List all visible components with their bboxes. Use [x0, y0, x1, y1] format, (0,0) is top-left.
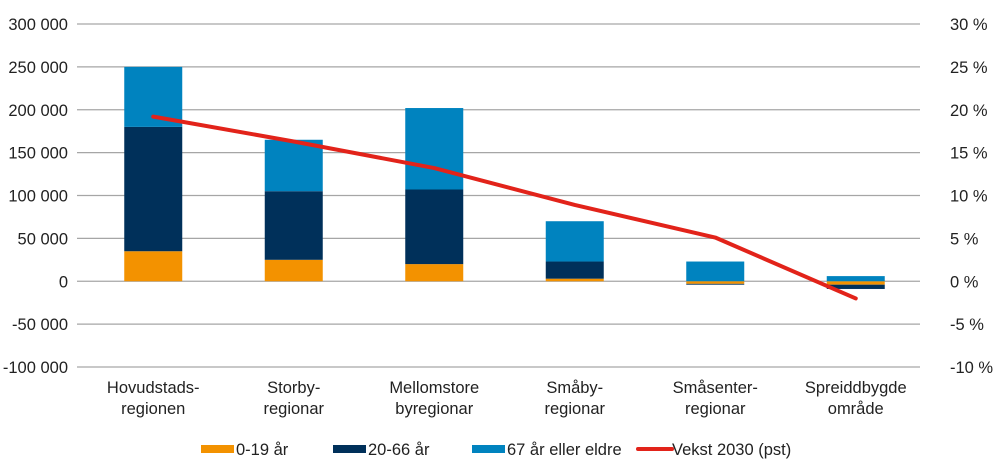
line-series [151, 114, 858, 301]
gridlines [77, 23, 920, 368]
y-tick-label: 200 000 [8, 102, 68, 120]
bar-0-19-r [686, 281, 745, 284]
y2-tick-label: -5 % [950, 316, 984, 334]
bar-20-66-r [264, 191, 323, 260]
x-tick-label: Spreiddbygde område [805, 379, 907, 418]
legend-label: Vekst 2030 (pst) [672, 441, 791, 459]
legend-item: 67 år eller eldre [472, 441, 622, 459]
y2-tick-label: 30 % [950, 16, 988, 34]
y2-tick-label: 25 % [950, 59, 988, 77]
bar-0-19-r [124, 251, 183, 282]
x-tick-label: Hovudstads-regionen [107, 379, 200, 418]
y2-tick-label: -10 % [950, 359, 993, 377]
legend-label: 67 år eller eldre [507, 441, 622, 459]
bar-67-r-eller-eldre [405, 108, 464, 190]
legend-item: 20-66 år [333, 441, 430, 459]
legend-label: 0-19 år [236, 441, 289, 459]
y-tick-label: 100 000 [8, 188, 68, 206]
y2-tick-label: 15 % [950, 145, 988, 163]
bars [124, 66, 885, 289]
bar-0-19-r [545, 278, 604, 282]
bar-67-r-eller-eldre [826, 276, 885, 282]
legend-swatch [333, 445, 366, 453]
bar-0-19-r [405, 264, 464, 282]
y-tick-label: 50 000 [18, 230, 68, 248]
y-axis-right: 30 % 25 % 20 % 15 % 10 % 5 % 0 % -5 % -10 % [950, 16, 993, 377]
y-tick-label: -100 000 [3, 359, 68, 377]
legend-item: Vekst 2030 (pst) [636, 441, 791, 459]
legend-item: 0-19 år [201, 441, 289, 459]
y-axis-left: 300 000 250 000 200 000 150 000 100 000 50 00… [3, 16, 68, 377]
y-tick-label: 0 [59, 273, 68, 291]
bar-0-19-r [826, 281, 885, 285]
x-axis: Hovudstads-regionen Storby-regionar Mellom… [107, 379, 907, 418]
y2-tick-label: 20 % [950, 102, 988, 120]
y2-tick-label: 10 % [950, 188, 988, 206]
y-tick-label: 300 000 [8, 16, 68, 34]
bar-20-66-r [124, 126, 183, 252]
x-tick-label: Småsenter-regionar [673, 379, 758, 418]
bar-0-19-r [264, 259, 323, 282]
legend-label: 20-66 år [368, 441, 430, 459]
legend: 0-19 år 20-66 år 67 år eller eldre Vekst 20… [201, 441, 791, 459]
legend-swatch [201, 445, 234, 453]
y2-tick-label: 0 % [950, 273, 979, 291]
x-tick-label: Småby-regionar [544, 379, 605, 418]
bar-67-r-eller-eldre [264, 139, 323, 192]
legend-swatch [472, 445, 505, 453]
y-tick-label: -50 000 [12, 316, 68, 334]
bar-20-66-r [545, 261, 604, 279]
y2-tick-label: 5 % [950, 230, 979, 248]
bar-20-66-r [686, 283, 745, 285]
x-tick-label: Storby-regionar [263, 379, 324, 418]
bar-20-66-r [826, 284, 885, 289]
y-tick-label: 250 000 [8, 59, 68, 77]
line-vekst-2030 [151, 114, 858, 301]
y-tick-label: 150 000 [8, 145, 68, 163]
bar-67-r-eller-eldre [686, 261, 745, 282]
bar-67-r-eller-eldre [545, 221, 604, 262]
x-tick-label: Mellomstore byregionar [389, 379, 479, 418]
bar-20-66-r [405, 189, 464, 265]
